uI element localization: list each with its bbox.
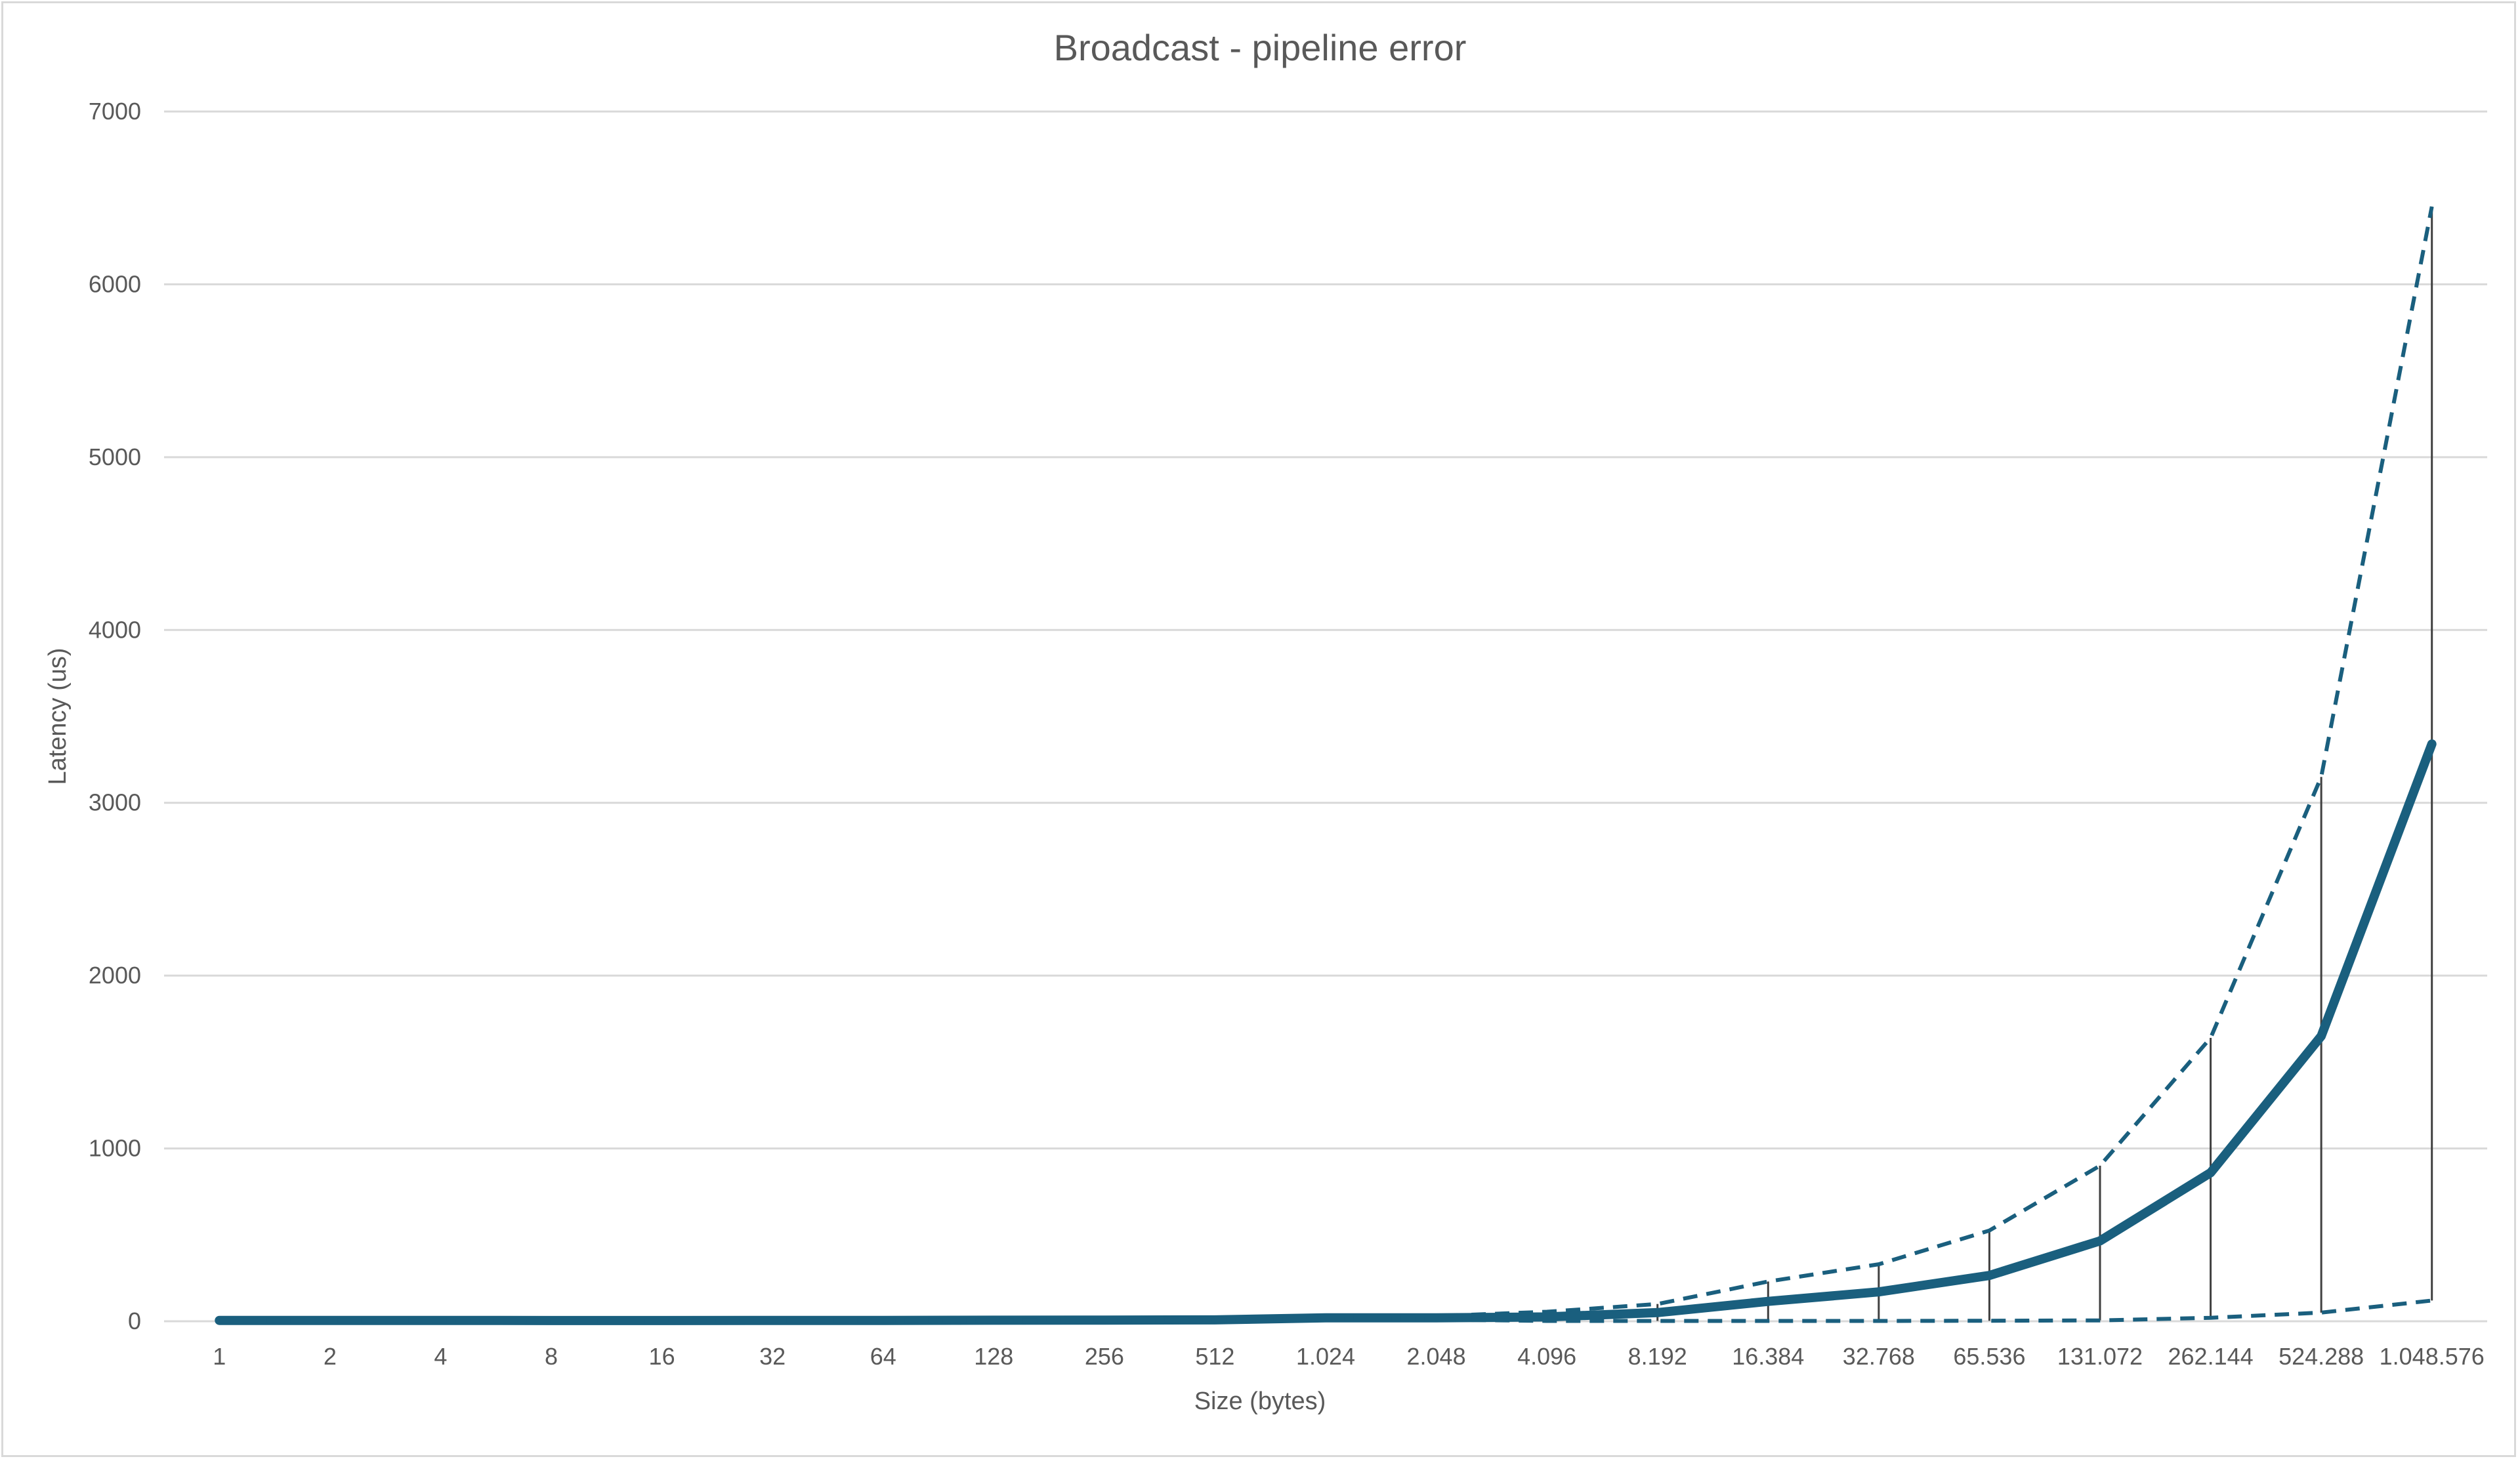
x-tick-label: 1.048.576: [2380, 1343, 2485, 1370]
x-axis-title: Size (bytes): [1194, 1388, 1326, 1415]
x-tick-label: 16.384: [1732, 1343, 1804, 1370]
x-tick-label: 2: [324, 1343, 337, 1370]
gridlines: [164, 110, 2487, 1323]
series-line-bound: [219, 206, 2434, 1323]
error-bars: [218, 206, 2433, 1321]
y-axis-title: Latency (us): [44, 648, 72, 785]
x-tick-label: 65.536: [1953, 1343, 2025, 1370]
x-tick-label: 4.096: [1517, 1343, 1576, 1370]
x-axis-ticks: 1 2 4 8 16 32 64 128 256 512 1.024 2.048 4.096 8.192 1…: [213, 1343, 2485, 1370]
y-axis-ticks: 0 1000 2000 3000 4000 5000 6000 7000: [89, 98, 141, 1334]
x-tick-label: 2.048: [1407, 1343, 1466, 1370]
x-tick-label: 256: [1085, 1343, 1124, 1370]
y-tick-label: 4000: [89, 616, 141, 643]
series-line-bound: [219, 1298, 2433, 1323]
y-tick-label: 3000: [89, 789, 141, 816]
x-tick-label: 128: [974, 1343, 1013, 1370]
series-lines: [215, 206, 2437, 1325]
x-tick-label: 1.024: [1296, 1343, 1355, 1370]
y-tick-label: 7000: [89, 98, 141, 125]
x-tick-label: 512: [1195, 1343, 1234, 1370]
y-tick-label: 0: [128, 1307, 141, 1334]
x-tick-label: 4: [434, 1343, 447, 1370]
x-tick-label: 8: [545, 1343, 558, 1370]
x-tick-label: 524.288: [2278, 1343, 2364, 1370]
x-tick-label: 262.144: [2168, 1343, 2254, 1370]
x-tick-label: 131.072: [2057, 1343, 2143, 1370]
x-tick-label: 1: [213, 1343, 226, 1370]
x-tick-label: 32.768: [1843, 1343, 1915, 1370]
x-tick-label: 8.192: [1628, 1343, 1687, 1370]
y-tick-label: 1000: [89, 1135, 141, 1162]
x-tick-label: 16: [649, 1343, 675, 1370]
y-tick-label: 6000: [89, 270, 141, 297]
x-tick-label: 64: [870, 1343, 896, 1370]
x-tick-label: 32: [759, 1343, 786, 1370]
y-tick-label: 5000: [89, 443, 141, 470]
chart-title: Broadcast - pipeline error: [1054, 27, 1467, 68]
y-tick-label: 2000: [89, 962, 141, 989]
